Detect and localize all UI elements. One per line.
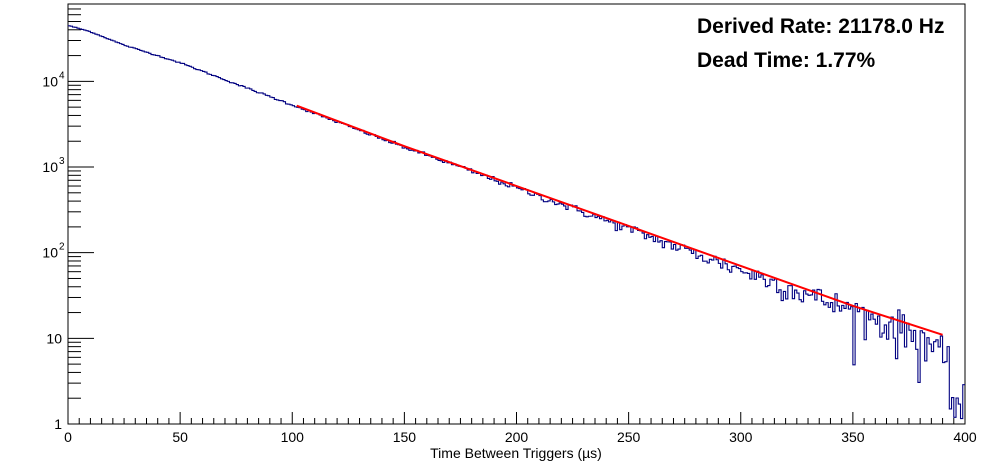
x-axis-title: Time Between Triggers (µs) (430, 445, 602, 461)
exponential-fit-line (296, 104, 943, 336)
x-tick-label: 100 (281, 429, 305, 445)
y-tick-exponent: 4 (59, 70, 65, 81)
x-tick-label: 300 (729, 429, 753, 445)
y-tick-label: 10 (42, 159, 58, 175)
plot-frame (67, 3, 966, 425)
x-tick-label: 250 (617, 429, 641, 445)
y-tick-label: 10 (46, 330, 62, 346)
x-tick-label: 0 (64, 429, 72, 445)
x-tick-label: 50 (172, 429, 188, 445)
y-tick-exponent: 3 (59, 156, 65, 167)
dead-time-label: Dead Time: 1.77% (697, 49, 876, 72)
y-tick-label: 10 (42, 245, 58, 261)
series-layer (68, 25, 965, 420)
y-tick-label: 1 (54, 416, 62, 432)
x-tick-label: 150 (393, 429, 417, 445)
x-tick-label: 350 (841, 429, 865, 445)
x-tick-label: 200 (505, 429, 529, 445)
y-tick-label: 10 (42, 73, 58, 89)
x-axis: 0 50 100 150 200 250 300 350 400 (64, 412, 977, 445)
derived-rate-label: Derived Rate: 21178.0 Hz (697, 15, 944, 38)
x-tick-label: 400 (953, 429, 977, 445)
y-tick-exponent: 2 (59, 242, 65, 253)
